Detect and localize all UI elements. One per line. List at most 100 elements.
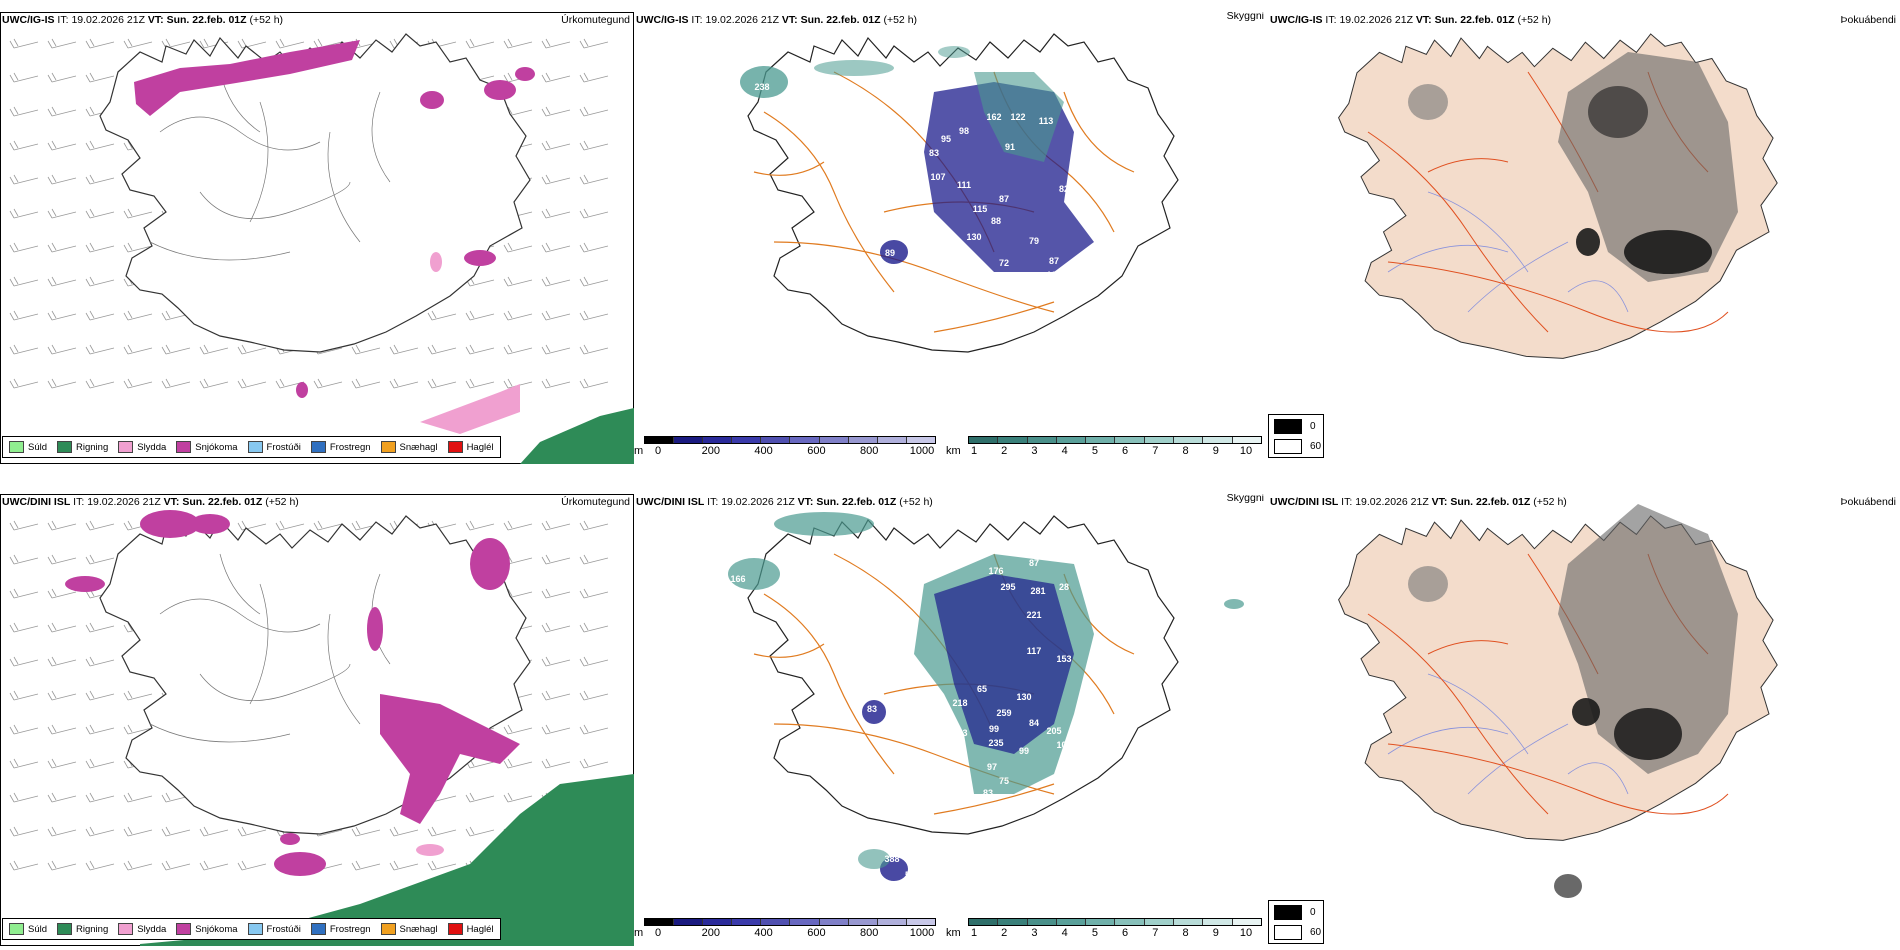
wind-barb: [389, 344, 419, 355]
colorbar-tick: 400: [754, 927, 773, 939]
wind-barb: [85, 554, 115, 565]
height-value-label: 259: [996, 708, 1011, 718]
snow-area: [65, 576, 105, 592]
wind-barb: [9, 758, 39, 769]
height-value-label: 218: [952, 698, 967, 708]
contour-line: [249, 101, 269, 223]
wind-barb: [427, 826, 457, 837]
wind-barb: [9, 554, 39, 565]
cloud-legend-label: 60: [1310, 441, 1322, 452]
height-value-label: 122: [1010, 112, 1025, 122]
iceland-outline: [99, 515, 531, 835]
row1-fog-map: [1338, 33, 1778, 359]
height-value-label: 87: [999, 194, 1009, 204]
legend-label: Snjókoma: [195, 923, 238, 935]
wind-barb: [85, 276, 115, 287]
legend-label: Súld: [28, 923, 48, 935]
low-visibility-area: [974, 72, 1064, 162]
wind-barb: [47, 690, 77, 701]
contour-line: [149, 241, 291, 261]
legend-item: Snæhagl: [380, 923, 438, 935]
wind-barb: [9, 276, 39, 287]
wind-barb: [579, 588, 609, 599]
legend-label: Frostúði: [266, 441, 301, 453]
wind-barb: [465, 520, 495, 531]
it-value: 19.02.2026 21Z: [705, 14, 779, 26]
height-value-label: 55: [905, 870, 915, 880]
height-value-label: 113: [1039, 116, 1054, 126]
fog-index-area: [1408, 566, 1448, 602]
row1-fog-panel: UWC/IG-IS IT: 19.02.2026 21Z VT: Sun. 22…: [1268, 12, 1900, 464]
row2-fog-title: UWC/DINI ISL IT: 19.02.2026 21Z VT: Sun.…: [1270, 496, 1567, 508]
wind-barb: [47, 106, 77, 117]
height-value-label: 107: [930, 172, 945, 182]
wind-barb: [541, 174, 571, 185]
colorbar-tick: 9: [1212, 445, 1219, 457]
colorbar-strip: [968, 918, 1262, 926]
height-value-label: 281: [1030, 586, 1045, 596]
road-line: [1063, 91, 1135, 173]
row1-fog-label: Þokuábendi: [1840, 14, 1896, 26]
wind-barb: [199, 378, 229, 389]
wind-barb: [541, 310, 571, 321]
lead-time: (+52 h): [883, 14, 918, 26]
model-name: UWC/DINI ISL: [1270, 496, 1339, 508]
low-visibility-area: [728, 558, 780, 590]
row2-precip-map: [9, 510, 634, 946]
model-name: UWC/DINI ISL: [2, 496, 71, 508]
river-line: [1567, 280, 1629, 313]
wind-barb: [123, 310, 153, 321]
snow-area: [470, 538, 510, 590]
height-value-label: 97: [987, 762, 997, 772]
lead-time: (+52 h): [265, 496, 299, 508]
legend-label: Slydda: [137, 441, 167, 453]
row2-precip-title: UWC/DINI ISL IT: 19.02.2026 21Z VT: Sun.…: [2, 496, 299, 508]
wind-barb: [85, 860, 115, 871]
row1-precip-panel: UWC/IG-IS IT: 19.02.2026 21Z VT: Sun. 22…: [0, 12, 634, 464]
wind-barb: [47, 724, 77, 735]
wind-barb: [389, 378, 419, 389]
wind-barb: [85, 72, 115, 83]
wind-barb: [123, 208, 153, 219]
wind-barb: [313, 378, 343, 389]
row1-height-title: UWC/IG-IS IT: 19.02.2026 21Z VT: Sun. 22…: [636, 14, 917, 26]
wind-barb: [161, 860, 191, 871]
colorbar-cell: [703, 919, 733, 925]
wind-barb: [237, 860, 267, 871]
wind-barb: [351, 860, 381, 871]
colorbar-unit: m: [634, 927, 644, 939]
road-line: [1387, 261, 1729, 333]
wind-barb: [541, 378, 571, 389]
row1-precip-frame: [0, 12, 634, 464]
height-value-label: 238: [754, 82, 769, 92]
wind-barb: [541, 622, 571, 633]
colorbar-cell: [906, 919, 935, 925]
height-value-label: 89: [885, 248, 895, 258]
fog-index-area: [1572, 698, 1600, 726]
snow-area: [274, 852, 326, 876]
legend-label: Frostregn: [329, 441, 371, 453]
wind-barb: [579, 758, 609, 769]
wind-barb: [427, 310, 457, 321]
colorbar-cell: [819, 919, 849, 925]
wind-barb: [465, 826, 495, 837]
wind-barb: [9, 724, 39, 735]
legend-label: Súld: [28, 441, 48, 453]
legend-item: Rigning: [57, 923, 108, 935]
fog-index-area: [1614, 708, 1682, 760]
wind-barb: [579, 344, 609, 355]
wind-barb: [541, 72, 571, 83]
wind-barb: [541, 690, 571, 701]
colorbar-tick: 200: [701, 927, 720, 939]
height-value-label: 131: [1046, 270, 1061, 280]
vt-label: VT:: [147, 14, 164, 26]
colorbar-cell: [1174, 919, 1204, 925]
height-value-label: 388: [884, 854, 899, 864]
colorbar-tick: 7: [1152, 445, 1159, 457]
height-value-label: 72: [999, 258, 1009, 268]
wind-barb: [579, 690, 609, 701]
wind-barb: [579, 140, 609, 151]
colorbar-tick: 3: [1031, 927, 1038, 939]
vt-label: VT:: [781, 14, 798, 26]
